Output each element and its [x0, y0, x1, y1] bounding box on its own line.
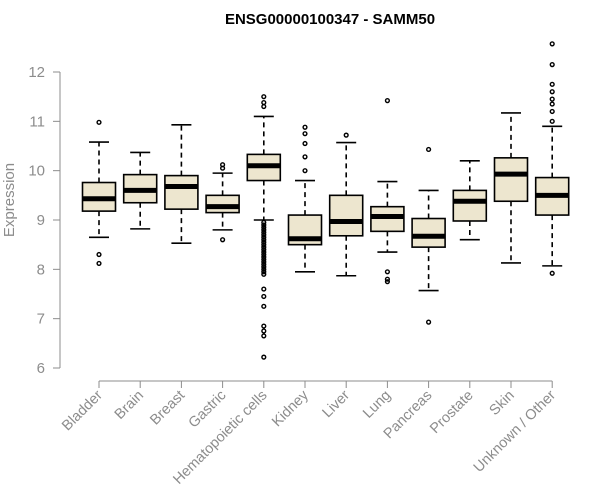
outlier-point — [549, 61, 555, 68]
y-tick-label: 6 — [37, 360, 45, 377]
outlier-point — [549, 96, 555, 102]
box-liver — [328, 132, 364, 277]
x-tick-label: Breast — [147, 388, 188, 429]
outlier-point — [384, 276, 390, 282]
outlier-point — [261, 237, 267, 243]
outlier-point — [261, 229, 267, 235]
outlier-point — [302, 168, 308, 174]
iqr-box — [411, 217, 446, 248]
outlier-point — [261, 232, 267, 238]
outlier-point — [426, 319, 432, 325]
outlier-point — [261, 222, 267, 228]
y-tick-label: 9 — [37, 212, 45, 229]
outlier-point — [261, 227, 267, 233]
x-tick-label: Prostate — [427, 388, 476, 437]
iqr-box — [328, 194, 364, 237]
outlier-point — [384, 269, 390, 275]
outlier-point — [261, 256, 267, 263]
box-prostate — [452, 160, 488, 241]
outlier-point — [261, 247, 267, 253]
outlier-point — [302, 131, 308, 137]
x-tick-label: Brain — [112, 388, 147, 423]
outlier-point — [96, 119, 102, 125]
outlier-point — [302, 154, 308, 160]
outlier-point — [549, 118, 555, 124]
outlier-point — [549, 81, 555, 87]
box-hematopoietic-cells — [246, 94, 282, 360]
outlier-point — [261, 224, 267, 230]
y-axis: 6 7 8 9 10 11 12 — [28, 64, 61, 377]
outlier-point — [549, 270, 555, 276]
outlier-point — [261, 261, 267, 267]
outlier-point — [261, 239, 267, 245]
x-tick-label: Bladder — [59, 387, 106, 434]
x-tick-label: Liver — [319, 387, 353, 421]
outlier-point — [261, 333, 267, 339]
outlier-point — [261, 249, 267, 255]
outlier-point — [426, 146, 432, 153]
outlier-point — [220, 237, 226, 243]
outlier-point — [261, 99, 267, 106]
outlier-point — [220, 162, 226, 168]
y-tick-label: 10 — [28, 163, 45, 180]
outlier-point — [261, 234, 267, 240]
outlier-point — [261, 293, 267, 300]
iqr-box — [452, 189, 488, 222]
y-tick-label: 12 — [28, 64, 45, 81]
outlier-point — [261, 244, 267, 250]
outlier-point — [549, 101, 555, 107]
box-pancreas — [411, 146, 446, 325]
y-tick-label: 11 — [29, 113, 45, 130]
outlier-point — [261, 259, 267, 265]
outlier-point — [261, 269, 267, 275]
box-skin — [493, 112, 529, 264]
x-tick-label: Lung — [360, 388, 394, 422]
outlier-point — [96, 251, 102, 258]
outlier-point — [549, 89, 555, 95]
y-tick-label: 8 — [37, 261, 45, 278]
outlier-point — [261, 242, 267, 248]
outlier-point — [261, 251, 267, 258]
x-tick-label: Skin — [487, 388, 518, 419]
outlier-point — [343, 132, 349, 138]
outlier-point — [384, 98, 390, 104]
iqr-box — [164, 174, 199, 210]
box-breast — [164, 123, 199, 244]
outlier-point — [96, 260, 102, 267]
box-gastric — [205, 162, 240, 243]
boxes — [81, 41, 570, 360]
outlier-point — [302, 140, 308, 147]
outlier-point — [261, 266, 267, 272]
y-axis-label: Expression — [1, 163, 18, 237]
outlier-point — [302, 124, 308, 130]
outlier-point — [261, 354, 267, 360]
x-tick-label: Kidney — [269, 387, 312, 430]
iqr-box — [205, 194, 240, 214]
outlier-point — [261, 303, 267, 309]
outlier-point — [261, 264, 267, 270]
outlier-point — [261, 328, 267, 334]
outlier-point — [261, 219, 267, 226]
outlier-point — [384, 279, 390, 285]
outlier-point — [549, 41, 555, 47]
outlier-point — [261, 94, 267, 100]
box-lung — [370, 98, 405, 285]
outlier-point — [261, 103, 267, 110]
outlier-point — [261, 254, 267, 260]
box-brain — [122, 151, 158, 230]
outlier-point — [261, 323, 267, 329]
outlier-point — [261, 286, 267, 292]
outlier-point — [261, 271, 267, 277]
iqr-box — [493, 157, 529, 203]
box-kidney — [287, 124, 323, 273]
y-tick-label: 7 — [37, 311, 45, 328]
outlier-point — [549, 108, 555, 115]
box-bladder — [81, 119, 117, 267]
chart-title: ENSG00000100347 - SAMM50 — [225, 11, 435, 28]
box-unknown-other — [534, 41, 570, 276]
